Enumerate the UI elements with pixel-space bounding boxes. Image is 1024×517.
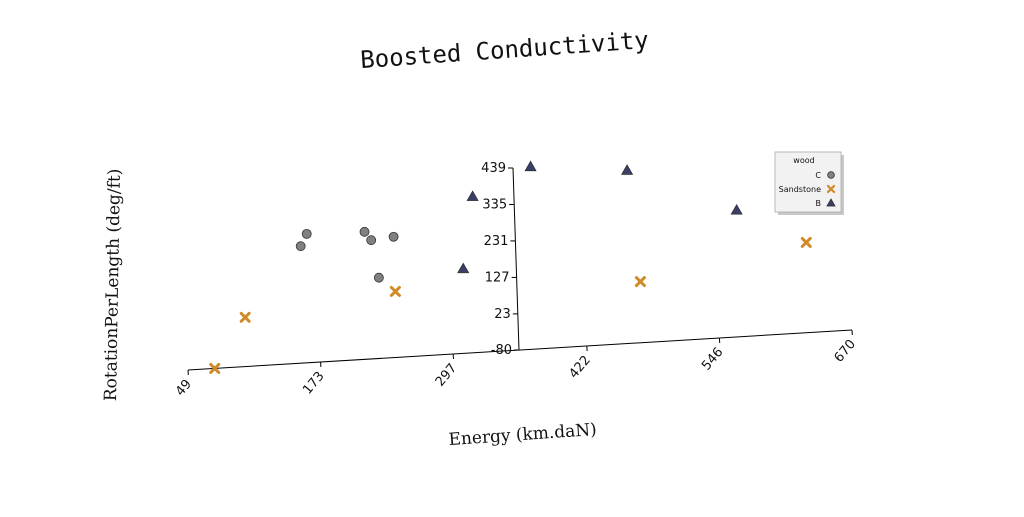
x-tick-label-2: 297 xyxy=(433,361,460,390)
y-tick-label-1: 335 xyxy=(482,197,507,212)
point-sandstone-3 xyxy=(636,278,644,286)
point-c-0 xyxy=(296,242,305,251)
x-tick-label-4: 546 xyxy=(699,345,726,374)
point-c-1 xyxy=(302,229,311,238)
point-c-2 xyxy=(360,227,369,236)
x-tick-label-3: 422 xyxy=(566,353,593,382)
point-b-0 xyxy=(458,263,469,273)
point-sandstone-1 xyxy=(241,313,249,321)
y-axis-label: RotationPerLength (deg/ft) xyxy=(101,168,125,401)
point-b-2 xyxy=(525,161,536,171)
chart-title: Boosted Conductivity xyxy=(359,26,649,74)
x-tick-label-0: 49 xyxy=(173,377,195,399)
legend-label-2: B xyxy=(816,199,822,208)
y-tick-label-2: 231 xyxy=(484,234,509,249)
point-sandstone-2 xyxy=(391,287,399,295)
x-tick-label-1: 173 xyxy=(300,369,327,398)
x-axis-label: Energy (km.daN) xyxy=(448,420,597,450)
y-axis-line xyxy=(513,168,519,350)
point-sandstone-4 xyxy=(802,238,810,246)
legend-label-1: Sandstone xyxy=(779,185,821,194)
point-b-1 xyxy=(467,191,478,201)
y-tick-label-3: 127 xyxy=(485,270,510,285)
legend-marker-0 xyxy=(828,172,835,179)
y-tick-label-5: -80 xyxy=(491,343,512,358)
point-c-3 xyxy=(367,236,376,245)
y-tick-label-4: 23 xyxy=(494,307,511,322)
point-c-4 xyxy=(374,273,383,282)
plot-area: 49 173 297 422 546 670 439 335 231 127 23 -80 woodCS… xyxy=(173,152,859,399)
point-b-3 xyxy=(622,165,633,175)
point-b-4 xyxy=(731,205,742,215)
x-axis-line xyxy=(188,330,852,370)
x-tick-label-5: 670 xyxy=(832,337,859,366)
legend-label-0: C xyxy=(815,171,821,180)
point-c-5 xyxy=(389,232,398,241)
y-tick-label-0: 439 xyxy=(481,161,506,176)
legend-title: wood xyxy=(793,156,814,165)
